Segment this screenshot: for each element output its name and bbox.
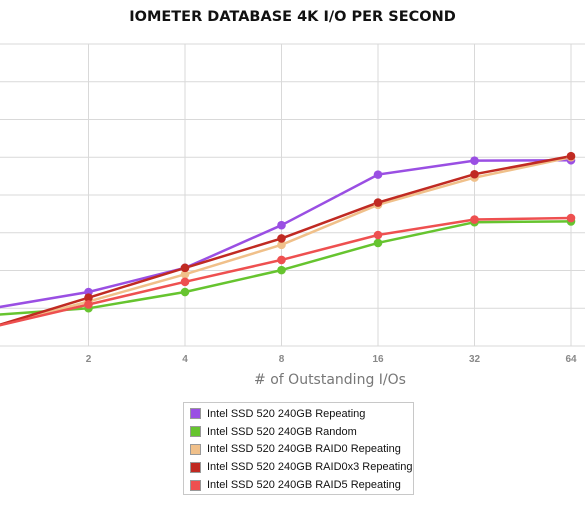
data-point — [84, 300, 93, 309]
data-point — [470, 215, 479, 224]
x-tick-label: 8 — [279, 354, 285, 365]
legend-swatch — [190, 408, 201, 420]
data-point — [277, 265, 286, 275]
x-tick-label: 4 — [182, 354, 188, 365]
data-point — [277, 234, 286, 243]
legend-label: Intel SSD 520 240GB RAID0x3 Repeating — [207, 461, 413, 474]
data-point — [180, 269, 190, 279]
data-point — [277, 240, 286, 250]
legend-item[interactable]: Intel SSD 520 240GB RAID0x3 Repeating — [184, 458, 413, 476]
x-axis-label: # of Outstanding I/Os — [254, 372, 406, 388]
legend-item[interactable]: Intel SSD 520 240GB Random — [184, 423, 413, 441]
legend-item[interactable]: Intel SSD 520 240GB RAID0 Repeating — [184, 441, 413, 459]
x-tick-labels: 2 4 8 16 32 64 — [86, 354, 577, 365]
chart-title: IOMETER DATABASE 4K I/O PER SECOND — [129, 9, 456, 25]
series-points — [84, 151, 576, 313]
data-point — [277, 220, 286, 230]
legend-swatch — [190, 426, 201, 438]
x-tick-label: 32 — [469, 354, 481, 365]
x-tick-label: 2 — [86, 354, 92, 365]
legend-label: Intel SSD 520 240GB RAID5 Repeating — [207, 479, 401, 492]
data-point — [566, 151, 576, 161]
data-point — [84, 293, 93, 302]
legend-item[interactable]: Intel SSD 520 240GB RAID5 Repeating — [184, 476, 413, 494]
data-point — [373, 238, 383, 248]
data-point — [180, 277, 190, 287]
x-tick-label: 64 — [565, 354, 577, 365]
data-point — [180, 263, 190, 273]
legend-swatch — [190, 443, 201, 455]
data-point — [277, 255, 286, 265]
data-point — [470, 156, 479, 165]
data-point — [180, 287, 190, 297]
legend-label: Intel SSD 520 240GB Random — [207, 425, 357, 438]
data-point — [373, 230, 383, 240]
line-chart: 2 4 8 16 32 64 — [0, 43, 585, 365]
legend: Intel SSD 520 240GB Repeating Intel SSD … — [183, 402, 414, 495]
legend-item[interactable]: Intel SSD 520 240GB Repeating — [184, 405, 413, 423]
x-tick-label: 16 — [372, 354, 384, 365]
data-point — [470, 169, 479, 179]
legend-label: Intel SSD 520 240GB Repeating — [207, 407, 366, 420]
legend-swatch — [190, 479, 201, 491]
data-point — [373, 198, 383, 207]
data-point — [566, 213, 576, 223]
legend-label: Intel SSD 520 240GB RAID0 Repeating — [207, 443, 401, 456]
data-point — [373, 170, 383, 179]
series-line — [0, 159, 572, 309]
legend-swatch — [190, 461, 201, 473]
